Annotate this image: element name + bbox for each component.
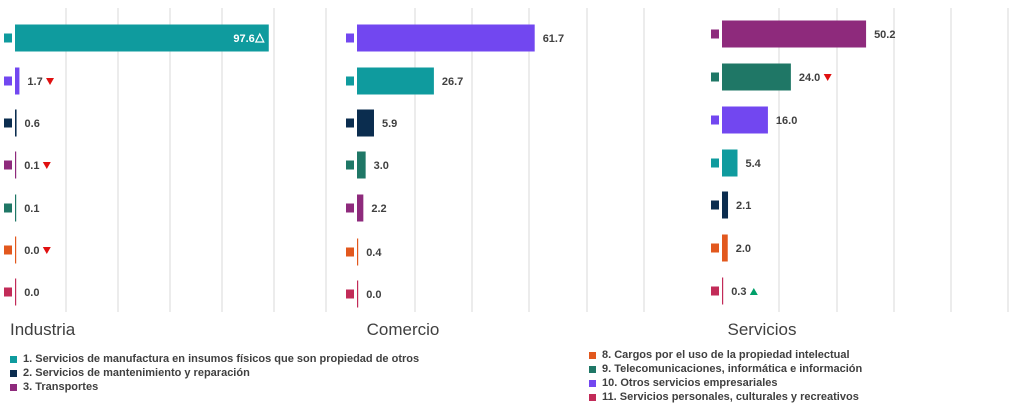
data-label: 1.7 (27, 76, 42, 88)
data-label: 61.7 (543, 33, 564, 45)
legend-item-3: 3. Transportes (10, 380, 419, 394)
legend-label-11: 11. Servicios personales, culturales y r… (602, 391, 859, 403)
data-label: 3.0 (374, 160, 389, 172)
legend-item-1: 1. Servicios de manufactura en insumos f… (10, 352, 419, 366)
category-marker (711, 200, 719, 210)
category-marker (346, 118, 354, 128)
data-label: 0.6 (25, 118, 40, 130)
legend-item-11: 11. Servicios personales, culturales y r… (589, 390, 862, 404)
legend-label-3: 3. Transportes (23, 381, 99, 393)
data-label: 5.4 (745, 158, 761, 170)
data-label: 97.6 (233, 33, 254, 45)
category-marker (346, 247, 354, 257)
data-label: 0.1 (24, 160, 39, 172)
category-marker (711, 29, 719, 39)
bar (722, 106, 768, 134)
legend-item-2: 2. Servicios de mantenimiento y reparaci… (10, 366, 419, 380)
bar (15, 151, 17, 179)
trend-down-icon (46, 78, 55, 85)
trend-down-icon (823, 74, 832, 81)
chart-panel-2: Comercio 61.7 26.7 5.9 3.0 2.2 0.4 0.0 (346, 8, 645, 339)
data-label: 16.0 (776, 115, 797, 127)
bar (15, 109, 17, 137)
category-marker (4, 287, 12, 297)
category-marker (4, 33, 12, 43)
category-marker (4, 245, 12, 255)
bar (357, 109, 374, 137)
bar-charts: Industria 97.6 1.7 0.6 0.1 0.1 0.0 0.0 Comercio 6… (4, 8, 1009, 339)
category-marker (346, 160, 354, 170)
bar (722, 149, 738, 177)
legend-item-9: 9. Telecomunicaciones, informática e inf… (589, 362, 862, 376)
category-marker (346, 289, 354, 299)
category-marker (4, 203, 12, 213)
category-marker (711, 115, 719, 125)
trend-up-icon (749, 288, 758, 295)
bar (15, 194, 17, 222)
legend-label-2: 2. Servicios de mantenimiento y reparaci… (23, 367, 250, 379)
trend-down-icon (42, 162, 51, 169)
data-label: 0.0 (366, 289, 381, 301)
legend-left: 1. Servicios de manufactura en insumos f… (10, 352, 419, 394)
legend-swatch-10 (589, 379, 596, 387)
bar (722, 20, 867, 48)
data-label: 26.7 (442, 76, 463, 88)
legend-swatch-11 (589, 393, 596, 401)
category-marker (4, 76, 12, 86)
legend-swatch-8 (589, 351, 596, 359)
bar (357, 67, 434, 95)
legend-swatch-3 (10, 383, 17, 391)
bar (357, 151, 366, 179)
bar (722, 63, 791, 91)
bar (15, 278, 17, 306)
legend-label-8: 8. Cargos por el uso de la propiedad int… (602, 349, 850, 361)
legend-label-10: 10. Otros servicios empresariales (602, 377, 778, 389)
legend-swatch-2 (10, 369, 17, 377)
category-marker (711, 243, 719, 253)
data-label: 2.2 (371, 203, 386, 215)
data-label: 2.0 (736, 243, 751, 255)
panel-title: Comercio (367, 320, 440, 339)
bar (357, 194, 364, 222)
legend-label-9: 9. Telecomunicaciones, informática e inf… (602, 363, 863, 375)
panel-title: Servicios (728, 320, 797, 339)
data-label: 0.3 (731, 286, 746, 298)
category-marker (4, 118, 12, 128)
data-label: 0.1 (24, 203, 39, 215)
legend-item-10: 10. Otros servicios empresariales (589, 376, 862, 390)
chart-panel-1: Industria 97.6 1.7 0.6 0.1 0.1 0.0 0.0 (4, 8, 327, 339)
data-label: 0.0 (24, 245, 39, 257)
category-marker (711, 286, 719, 296)
data-label: 0.0 (24, 287, 39, 299)
category-marker (346, 76, 354, 86)
legend-swatch-1 (10, 355, 17, 363)
data-label: 5.9 (382, 118, 397, 130)
legend-item-8: 8. Cargos por el uso de la propiedad int… (589, 348, 862, 362)
bar (357, 238, 359, 266)
data-label: 50.2 (874, 29, 895, 41)
trend-up-icon (254, 32, 265, 43)
legend-right: 8. Cargos por el uso de la propiedad int… (589, 348, 862, 404)
bar (722, 234, 728, 262)
category-marker (346, 203, 354, 213)
bar (15, 24, 269, 52)
bar (722, 191, 729, 219)
chart-panel-3: Servicios 50.2 24.0 16.0 5.4 2.1 2.0 0.3 (711, 8, 1009, 339)
bar (15, 236, 17, 264)
category-marker (4, 160, 12, 170)
trend-down-icon (42, 247, 51, 254)
bar (357, 24, 535, 52)
data-label: 0.4 (366, 247, 382, 259)
data-label: 24.0 (799, 72, 820, 84)
bar (15, 67, 20, 95)
bar (722, 277, 724, 305)
data-label: 2.1 (736, 200, 751, 212)
legend-label-1: 1. Servicios de manufactura en insumos f… (23, 353, 420, 365)
category-marker (711, 72, 719, 82)
bar (357, 280, 359, 308)
panel-title: Industria (10, 320, 76, 339)
category-marker (711, 158, 719, 168)
legend-swatch-9 (589, 365, 596, 373)
category-marker (346, 33, 354, 43)
